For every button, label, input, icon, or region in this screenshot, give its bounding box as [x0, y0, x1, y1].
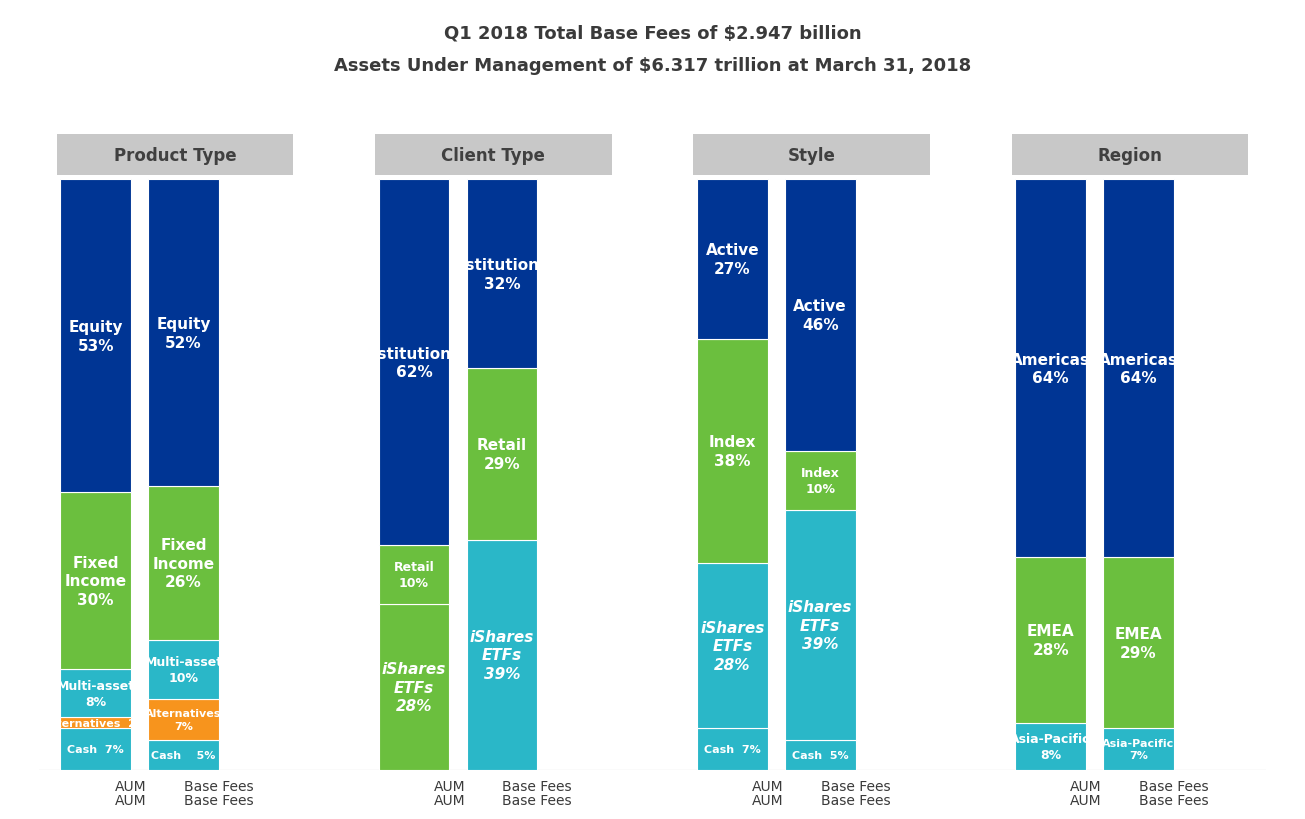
Text: Cash  7%: Cash 7% — [703, 744, 761, 754]
Text: AUM: AUM — [433, 779, 465, 794]
Text: iShares
ETFs
28%: iShares ETFs 28% — [701, 620, 765, 672]
Bar — [784, 510, 856, 740]
Text: AUM: AUM — [115, 794, 147, 808]
Text: AUM: AUM — [115, 779, 147, 794]
Bar — [60, 717, 130, 729]
Text: Base Fees: Base Fees — [184, 779, 253, 794]
Text: Index
10%: Index 10% — [801, 467, 839, 495]
Text: Institutional
32%: Institutional 32% — [449, 258, 555, 292]
Text: Base Fees: Base Fees — [1139, 779, 1208, 794]
Text: Cash  5%: Cash 5% — [792, 750, 848, 760]
Bar — [378, 545, 449, 604]
Text: Region: Region — [1098, 147, 1163, 165]
Text: Americas
64%: Americas 64% — [1011, 352, 1090, 386]
Bar — [378, 180, 449, 545]
Text: Product Type: Product Type — [114, 147, 236, 165]
Bar — [1015, 722, 1086, 770]
Text: Assets Under Management of $6.317 trillion at March 31, 2018: Assets Under Management of $6.317 trilli… — [334, 57, 971, 75]
Text: Base Fees: Base Fees — [184, 794, 253, 808]
Text: Cash  7%: Cash 7% — [68, 744, 124, 754]
Bar — [60, 493, 130, 670]
Text: Asia-Pacific
8%: Asia-Pacific 8% — [1010, 732, 1091, 761]
Text: Retail
29%: Retail 29% — [476, 437, 527, 471]
Bar — [466, 540, 538, 770]
Bar — [149, 699, 219, 740]
Text: Institutional
62%: Institutional 62% — [361, 346, 467, 380]
Text: Q1 2018 Total Base Fees of $2.947 billion: Q1 2018 Total Base Fees of $2.947 billio… — [444, 25, 861, 43]
Text: AUM: AUM — [1070, 779, 1101, 794]
Bar — [378, 604, 449, 770]
Bar — [697, 180, 767, 339]
Text: Base Fees: Base Fees — [502, 794, 572, 808]
Text: Active
46%: Active 46% — [793, 299, 847, 333]
Text: AUM: AUM — [752, 794, 783, 808]
Text: Alternatives
7%: Alternatives 7% — [145, 708, 222, 731]
Text: AUM: AUM — [1070, 794, 1101, 808]
Bar — [60, 670, 130, 717]
Text: AUM: AUM — [433, 794, 465, 808]
Text: EMEA
29%: EMEA 29% — [1114, 627, 1163, 660]
Text: Equity
52%: Equity 52% — [157, 317, 211, 351]
Bar — [697, 729, 767, 770]
Text: Cash    5%: Cash 5% — [151, 750, 215, 760]
Text: Base Fees: Base Fees — [821, 794, 890, 808]
Text: Americas
64%: Americas 64% — [1099, 352, 1178, 386]
Text: AUM: AUM — [752, 779, 783, 794]
Bar — [60, 180, 130, 493]
Bar — [1015, 180, 1086, 558]
Text: Client Type: Client Type — [441, 147, 545, 165]
Bar — [784, 451, 856, 510]
Bar — [784, 180, 856, 451]
Bar — [1103, 558, 1174, 729]
Text: Base Fees: Base Fees — [502, 779, 572, 794]
Text: Multi-asset
8%: Multi-asset 8% — [56, 679, 134, 708]
Text: Base Fees: Base Fees — [821, 779, 890, 794]
Bar — [697, 339, 767, 563]
Text: Fixed
Income
26%: Fixed Income 26% — [153, 537, 214, 590]
Text: Base Fees: Base Fees — [1139, 794, 1208, 808]
Text: Active
27%: Active 27% — [706, 243, 760, 277]
Bar — [697, 563, 767, 729]
Text: iShares
ETFs
39%: iShares ETFs 39% — [470, 629, 534, 681]
Text: Asia-Pacific
7%: Asia-Pacific 7% — [1103, 738, 1174, 760]
Text: Fixed
Income
30%: Fixed Income 30% — [65, 555, 127, 607]
Bar — [784, 740, 856, 770]
Text: Multi-asset
10%: Multi-asset 10% — [145, 655, 223, 684]
Bar — [60, 729, 130, 770]
Text: Index
38%: Index 38% — [709, 435, 756, 468]
Bar — [149, 180, 219, 486]
Bar — [466, 369, 538, 540]
Bar — [149, 640, 219, 699]
Text: Style: Style — [788, 147, 835, 165]
Bar — [466, 180, 538, 369]
Bar — [1015, 558, 1086, 722]
Text: iShares
ETFs
39%: iShares ETFs 39% — [788, 600, 852, 651]
Bar — [1103, 180, 1174, 558]
Text: EMEA
28%: EMEA 28% — [1027, 623, 1074, 657]
Bar — [149, 740, 219, 770]
Text: iShares
ETFs
28%: iShares ETFs 28% — [382, 661, 446, 713]
Bar — [1103, 729, 1174, 770]
Bar — [149, 486, 219, 640]
Text: Alternatives  2%: Alternatives 2% — [44, 717, 147, 727]
Text: Equity
53%: Equity 53% — [68, 319, 123, 353]
Text: Retail
10%: Retail 10% — [394, 561, 435, 590]
